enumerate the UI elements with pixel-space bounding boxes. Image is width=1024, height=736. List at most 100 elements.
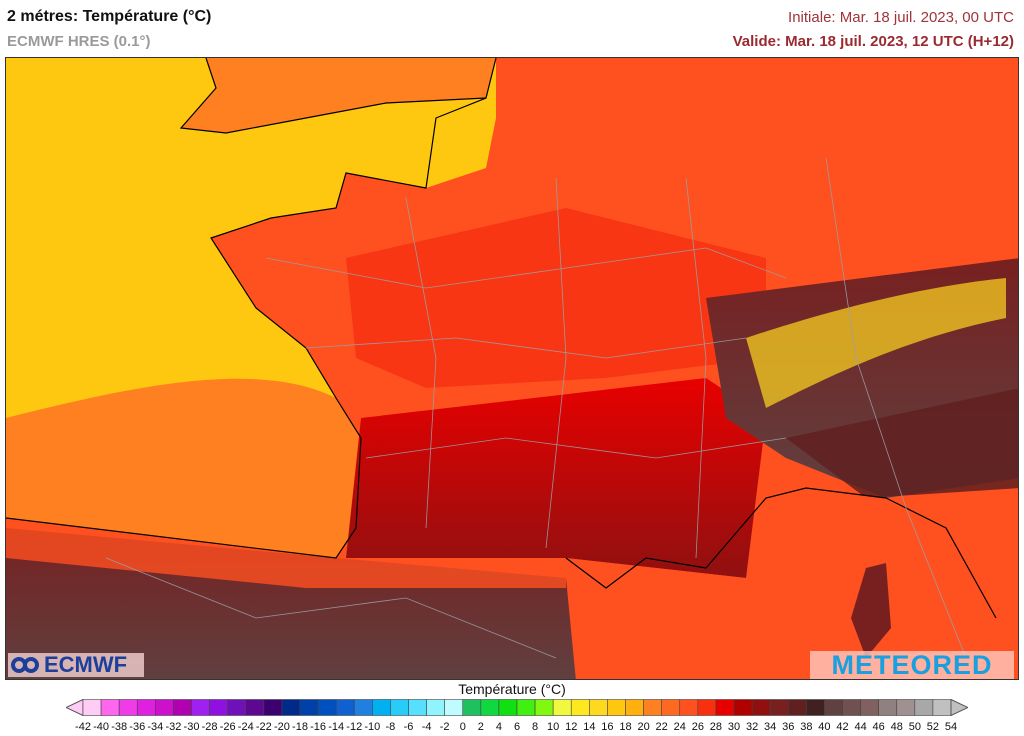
colorbar-tick-label: 22 — [655, 721, 668, 733]
colorbar-swatch — [462, 699, 482, 716]
colorbar-tick-label: 48 — [890, 721, 903, 733]
colorbar-tick-label: 36 — [782, 721, 795, 733]
colorbar-swatch — [787, 699, 807, 716]
map-title: 2 métres: Température (°C) — [7, 8, 212, 25]
colorbar-swatch — [534, 699, 554, 716]
colorbar-tick-label: 18 — [619, 721, 632, 733]
england — [181, 58, 496, 133]
colorbar-tick-label: 12 — [565, 721, 578, 733]
colorbar-swatch — [498, 699, 518, 716]
mediterranean-sea — [566, 488, 1018, 679]
colorbar-swatch — [227, 699, 247, 716]
colorbar-tick-label: 50 — [908, 721, 921, 733]
colorbar-swatch — [733, 699, 753, 716]
colorbar-tick-label: 28 — [709, 721, 723, 733]
colorbar-swatch — [860, 699, 879, 716]
colorbar-tick-label: 20 — [637, 721, 650, 733]
colorbar-tick-label: 6 — [513, 721, 521, 733]
colorbar-tick-label: 38 — [800, 721, 813, 733]
colorbar-tick-label: 52 — [926, 721, 940, 733]
colorbar-tick-label: -34 — [147, 721, 164, 733]
colorbar-swatch — [426, 699, 445, 716]
colorbar-tick-label: 30 — [727, 721, 741, 733]
colorbar-swatch — [82, 699, 102, 716]
colorbar-swatch — [625, 699, 644, 716]
colorbar-tick-label: -30 — [183, 721, 200, 733]
colorbar-tick-label: 10 — [547, 721, 560, 733]
colorbar-swatch — [173, 699, 192, 716]
colorbar-swatch — [281, 699, 301, 716]
southern-france — [346, 378, 766, 578]
colorbar-tick-label: 2 — [477, 721, 484, 733]
colorbar-swatch — [263, 699, 283, 716]
colorbar-swatch — [842, 699, 861, 716]
colorbar-tick-label: -40 — [93, 721, 110, 733]
colorbar-min-arrow — [66, 699, 84, 716]
po-valley — [786, 388, 1018, 498]
colorbar-swatch — [408, 699, 427, 716]
colorbar-tick-label: 46 — [872, 721, 885, 733]
ecmwf-logo: ECMWF — [8, 653, 144, 677]
colorbar-tick-label: 42 — [836, 721, 849, 733]
colorbar-tick-label: -14 — [328, 721, 345, 733]
colorbar-swatch — [444, 699, 464, 716]
colorbar-tick-label: -2 — [439, 721, 450, 733]
colorbar-swatch — [155, 699, 174, 716]
ecmwf-logo-text: ECMWF — [44, 652, 128, 677]
map-canvas — [6, 58, 1018, 679]
colorbar-tick-label: 34 — [764, 721, 777, 733]
colorbar-swatch — [372, 699, 391, 716]
alps-snow — [746, 278, 1006, 408]
colorbar-tick-label: 0 — [459, 721, 466, 733]
colorbar-tick-label: -28 — [201, 721, 218, 733]
colorbar — [66, 699, 968, 716]
colorbar-swatch — [191, 699, 210, 716]
colorbar-tick-label: 54 — [944, 721, 958, 733]
colorbar-swatch — [643, 699, 662, 716]
colorbar-tick-label: -22 — [255, 721, 272, 733]
colorbar-tick-label: -10 — [364, 721, 381, 733]
colorbar-swatch — [661, 699, 681, 716]
colorbar-tick-label: -18 — [292, 721, 308, 733]
colorbar-swatch — [751, 699, 771, 716]
colorbar-tick-label: -38 — [111, 721, 128, 733]
colorbar-title: Température (°C) — [458, 681, 566, 697]
colorbar-swatch — [100, 699, 120, 716]
model-name: ECMWF HRES (0.1°) — [7, 33, 151, 50]
colorbar-swatch — [516, 699, 536, 716]
colorbar-swatch — [570, 699, 590, 716]
corsica — [851, 563, 891, 658]
colorbar-swatch — [697, 699, 717, 716]
colorbar-swatch — [769, 699, 789, 716]
meteored-logo: METEORED — [810, 651, 1014, 679]
colorbar-tick-label: -16 — [310, 721, 327, 733]
colorbar-swatch — [480, 699, 500, 716]
colorbar-tick-label: 16 — [601, 721, 614, 733]
colorbar-tick-label: -32 — [165, 721, 182, 733]
colorbar-labels: -42 -40 -38 -36 -34 -32 -30 -28 -26 -24 -22 -20 -18-… — [0, 721, 1024, 735]
colorbar-swatch — [715, 699, 735, 716]
colorbar-tick-label: -36 — [129, 721, 146, 733]
colorbar-tick-label: 26 — [691, 721, 704, 733]
colorbar-swatch — [209, 699, 228, 716]
colorbar-swatch — [390, 699, 409, 716]
colorbar-tick-label: -12 — [346, 721, 363, 733]
colorbar-swatch — [607, 699, 626, 716]
colorbar-swatch — [878, 699, 898, 716]
colorbar-swatch — [299, 699, 319, 716]
ecmwf-emblem-icon — [11, 657, 39, 673]
temperature-map[interactable] — [5, 57, 1019, 680]
colorbar-swatch — [806, 699, 825, 716]
central-france — [346, 208, 766, 388]
colorbar-swatch — [932, 699, 952, 716]
colorbar-swatch — [335, 699, 355, 716]
colorbar-tick-label: -6 — [403, 721, 414, 733]
colorbar-swatch — [824, 699, 843, 716]
colorbar-tick-label: -42 — [75, 721, 91, 733]
colorbar-swatch — [914, 699, 934, 716]
initial-time: Initiale: Mar. 18 juil. 2023, 00 UTC — [788, 9, 1014, 26]
colorbar-tick-label: -20 — [273, 721, 290, 733]
colorbar-tick-label: 24 — [673, 721, 686, 733]
colorbar-tick-label: 8 — [532, 721, 539, 733]
colorbar-tick-label: 32 — [745, 721, 759, 733]
